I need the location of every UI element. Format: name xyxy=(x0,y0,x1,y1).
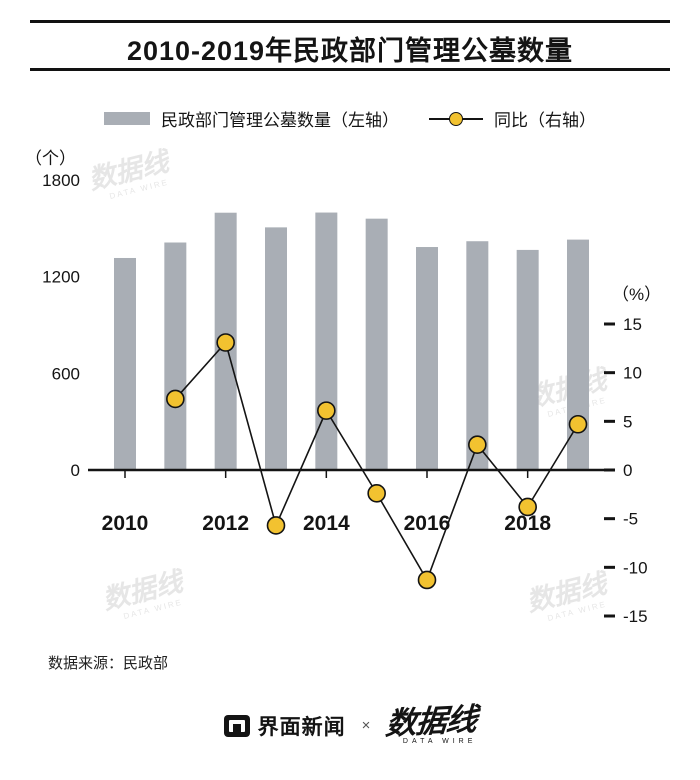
yoy-marker-2014 xyxy=(317,401,336,420)
left-tick-label: 1200 xyxy=(42,268,80,287)
chart-legend: 民政部门管理公墓数量（左轴） 同比（右轴） xyxy=(0,106,700,131)
line-series-swatch xyxy=(429,111,483,126)
yoy-marker-2012 xyxy=(216,333,235,352)
legend-item-bars: 民政部门管理公墓数量（左轴） xyxy=(104,106,399,131)
data-source-note: 数据来源：民政部 xyxy=(48,655,169,672)
jiemian-logo-text: 界面新闻 xyxy=(257,715,346,739)
yoy-marker-2015 xyxy=(367,484,386,503)
left-tick-label: 600 xyxy=(52,364,80,383)
right-tick-label: 10 xyxy=(623,364,642,383)
bar-2018 xyxy=(516,249,539,470)
line-series xyxy=(166,333,588,590)
yoy-marker-2017 xyxy=(468,435,487,454)
right-tick-label: -5 xyxy=(623,510,638,529)
right-tick-label: -15 xyxy=(623,607,648,626)
x-tick-label: 2014 xyxy=(303,512,350,535)
right-tick-label: 15 xyxy=(623,315,642,334)
legend-line-label: 同比（右轴） xyxy=(494,111,596,130)
bar-2010 xyxy=(114,257,136,470)
datawire-logo-subtext: DATA WIRE xyxy=(402,738,477,745)
bar-2011 xyxy=(164,242,187,470)
yoy-marker-2018 xyxy=(518,497,537,517)
header-rule-top xyxy=(30,20,670,23)
axis-labels-layer: 2010 2012 2014 2016 2018 （个） 1800 1200 600 0 （%） 15… xyxy=(25,149,661,626)
right-tick-label: 0 xyxy=(623,461,632,480)
bar-2014 xyxy=(315,212,338,470)
footer-credits: 界面新闻 × 数据线 DATA WIRE xyxy=(0,701,700,745)
datawire-logo: 数据线 DATA WIRE xyxy=(384,701,479,745)
x-tick-label: 2018 xyxy=(504,512,551,535)
yoy-marker-2013 xyxy=(266,516,286,535)
bar-2015 xyxy=(365,218,388,470)
x-tick-label: 2012 xyxy=(202,512,249,535)
yoy-marker-2011 xyxy=(166,389,185,409)
left-axis-unit: （个） xyxy=(25,149,76,168)
yoy-marker-2019 xyxy=(568,414,588,434)
datawire-logo-text: 数据线 xyxy=(384,701,479,742)
footer-separator: × xyxy=(361,717,371,734)
bar-series-swatch xyxy=(104,112,150,125)
header-rule-bottom xyxy=(30,68,670,71)
left-tick-label: 0 xyxy=(71,461,80,480)
bar-2016 xyxy=(415,247,438,470)
axes-layer xyxy=(88,322,615,618)
bar-2013 xyxy=(264,227,287,470)
x-tick-label: 2016 xyxy=(404,512,451,535)
right-axis-unit: （%） xyxy=(612,285,661,304)
left-tick-label: 1800 xyxy=(42,171,80,190)
jiemian-logo: 界面新闻 xyxy=(223,711,346,741)
bar-series xyxy=(114,212,589,470)
page-title: 2010-2019年民政部门管理公墓数量 xyxy=(126,36,574,66)
line-marker-icon xyxy=(449,111,463,126)
legend-bars-label: 民政部门管理公墓数量（左轴） xyxy=(161,111,399,130)
yoy-marker-2016 xyxy=(417,570,437,590)
right-tick-label: 5 xyxy=(623,412,632,431)
right-tick-label: -10 xyxy=(623,558,648,577)
jiemian-logo-icon xyxy=(223,714,250,737)
bar-2019 xyxy=(566,239,589,470)
bar-2017 xyxy=(466,241,489,470)
x-tick-label: 2010 xyxy=(102,512,149,535)
legend-item-line: 同比（右轴） xyxy=(429,106,596,131)
